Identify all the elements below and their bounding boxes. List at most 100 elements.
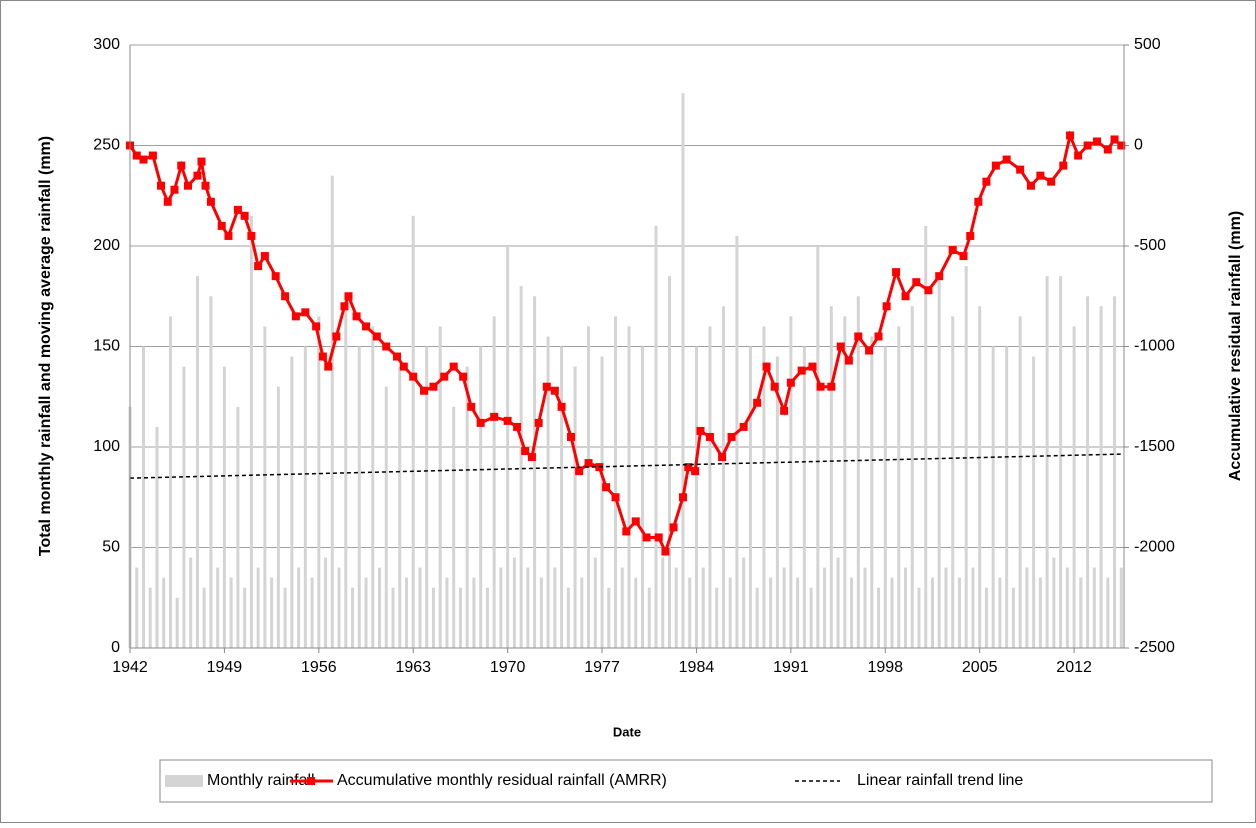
amrr-marker xyxy=(281,292,290,301)
rain-bar xyxy=(229,577,233,648)
rain-bar xyxy=(162,577,166,648)
y-tick-label: 250 xyxy=(93,137,120,154)
amrr-marker xyxy=(324,362,333,371)
rain-bar xyxy=(984,587,988,648)
amrr-marker xyxy=(808,362,817,371)
amrr-marker xyxy=(844,356,853,365)
legend-swatch xyxy=(307,777,315,785)
x-tick-label: 2005 xyxy=(962,659,998,676)
rain-bar xyxy=(371,326,375,648)
rain-bar xyxy=(890,577,894,648)
rain-bar xyxy=(222,366,226,648)
amrr-marker xyxy=(344,292,353,301)
rain-bar xyxy=(769,577,773,648)
amrr-marker xyxy=(490,412,499,421)
amrr-marker xyxy=(372,332,381,341)
amrr-marker xyxy=(527,453,536,462)
rain-bar xyxy=(802,346,806,648)
amrr-marker xyxy=(1016,165,1025,174)
amrr-marker xyxy=(727,432,736,441)
amrr-marker xyxy=(1036,171,1045,180)
rain-bar xyxy=(539,577,543,648)
rain-bar xyxy=(1119,567,1123,648)
rain-bar xyxy=(762,326,766,648)
rain-bar xyxy=(843,316,847,648)
y-tick-label: 100 xyxy=(93,438,120,455)
rain-bar xyxy=(971,567,975,648)
rain-bar xyxy=(573,366,577,648)
legend-box xyxy=(159,759,1213,803)
rain-bar xyxy=(175,597,179,648)
amrr-marker xyxy=(340,302,349,311)
amrr-marker xyxy=(503,416,512,425)
y2-tick-label: -2500 xyxy=(1134,639,1175,656)
amrr-marker xyxy=(827,382,836,391)
amrr-marker xyxy=(132,151,141,160)
amrr-marker xyxy=(148,151,157,160)
rain-bar xyxy=(957,577,961,648)
rain-bar xyxy=(519,286,523,648)
rain-bar xyxy=(850,577,854,648)
rain-bar xyxy=(1086,296,1090,648)
rain-bar xyxy=(378,567,382,648)
amrr-marker xyxy=(882,302,891,311)
amrr-marker xyxy=(669,523,678,532)
rain-bar xyxy=(465,366,469,648)
amrr-marker xyxy=(836,342,845,351)
y-tick-label: 150 xyxy=(93,338,120,355)
amrr-marker xyxy=(393,352,402,361)
rain-bar xyxy=(694,346,698,648)
rain-bar xyxy=(141,346,145,648)
rain-bar xyxy=(789,316,793,648)
amrr-marker xyxy=(206,197,215,206)
rain-bar xyxy=(877,587,881,648)
amrr-marker xyxy=(177,161,186,170)
amrr-marker xyxy=(678,493,687,502)
rain-bar xyxy=(438,326,442,648)
amrr-marker xyxy=(874,332,883,341)
legend-swatch xyxy=(165,775,203,787)
amrr-marker xyxy=(193,171,202,180)
rain-bar xyxy=(600,356,604,648)
y-tick-label: 0 xyxy=(111,639,120,656)
rain-bar xyxy=(904,567,908,648)
amrr-marker xyxy=(429,382,438,391)
amrr-marker xyxy=(865,346,874,355)
rain-bar xyxy=(337,567,341,648)
amrr-marker xyxy=(786,378,795,387)
rain-bar xyxy=(634,577,638,648)
amrr-marker xyxy=(691,467,700,476)
amrr-marker xyxy=(935,272,944,281)
rain-bar xyxy=(661,557,665,648)
amrr-marker xyxy=(1066,131,1075,140)
amrr-marker xyxy=(762,362,771,371)
rain-bar xyxy=(870,336,874,648)
rain-bar xyxy=(654,225,658,648)
rain-bar xyxy=(1092,567,1096,648)
rain-bar xyxy=(978,306,982,648)
amrr-marker xyxy=(611,493,620,502)
amrr-marker xyxy=(901,292,910,301)
amrr-marker xyxy=(332,332,341,341)
rain-bar xyxy=(425,346,429,648)
y-tick-label: 200 xyxy=(93,237,120,254)
rain-bar xyxy=(924,225,928,648)
amrr-marker xyxy=(233,205,242,214)
y-tick-label: 300 xyxy=(93,36,120,53)
rain-bar xyxy=(1099,306,1103,648)
y2-tick-label: 0 xyxy=(1134,137,1143,154)
rain-bar xyxy=(796,577,800,648)
amrr-marker xyxy=(780,406,789,415)
y-axis-label: Total monthly rainfall and moving averag… xyxy=(37,136,54,556)
x-tick-label: 1956 xyxy=(301,659,337,676)
rain-bar xyxy=(836,557,840,648)
rain-bar xyxy=(742,557,746,648)
amrr-marker xyxy=(770,382,779,391)
legend-label: Accumulative monthly residual rainfall (… xyxy=(337,772,667,789)
rain-bar xyxy=(856,296,860,648)
rain-bar xyxy=(310,577,314,648)
amrr-marker xyxy=(157,181,166,190)
x-tick-label: 2012 xyxy=(1056,659,1092,676)
amrr-marker xyxy=(557,402,566,411)
amrr-marker xyxy=(816,382,825,391)
